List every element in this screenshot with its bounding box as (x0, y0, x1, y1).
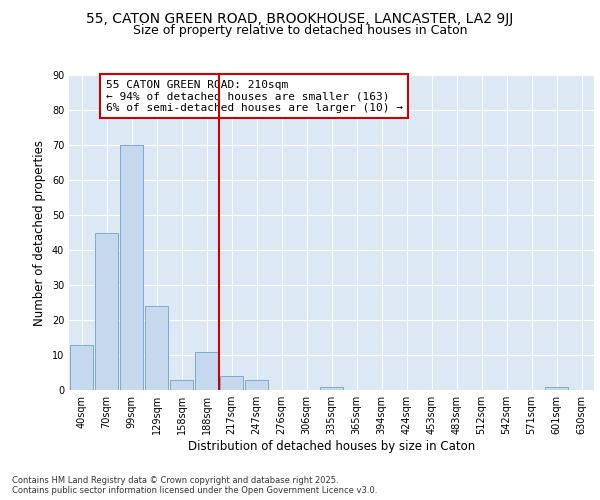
Bar (70, 344, 93, 390)
Text: Contains HM Land Registry data © Crown copyright and database right 2025.
Contai: Contains HM Land Registry data © Crown c… (12, 476, 377, 495)
Bar (220, 376, 243, 390)
Bar (145, 306, 168, 390)
Bar (545, 386, 568, 390)
Text: 55 CATON GREEN ROAD: 210sqm
← 94% of detached houses are smaller (163)
6% of sem: 55 CATON GREEN ROAD: 210sqm ← 94% of det… (106, 80, 403, 113)
Bar (120, 145, 143, 390)
Bar (195, 352, 218, 390)
Bar (245, 380, 268, 390)
Text: Size of property relative to detached houses in Caton: Size of property relative to detached ho… (133, 24, 467, 37)
X-axis label: Distribution of detached houses by size in Caton: Distribution of detached houses by size … (188, 440, 475, 453)
Y-axis label: Number of detached properties: Number of detached properties (33, 140, 46, 326)
Text: 55, CATON GREEN ROAD, BROOKHOUSE, LANCASTER, LA2 9JJ: 55, CATON GREEN ROAD, BROOKHOUSE, LANCAS… (86, 12, 514, 26)
Bar (320, 386, 343, 390)
Bar (95, 232, 118, 390)
Bar (170, 380, 193, 390)
